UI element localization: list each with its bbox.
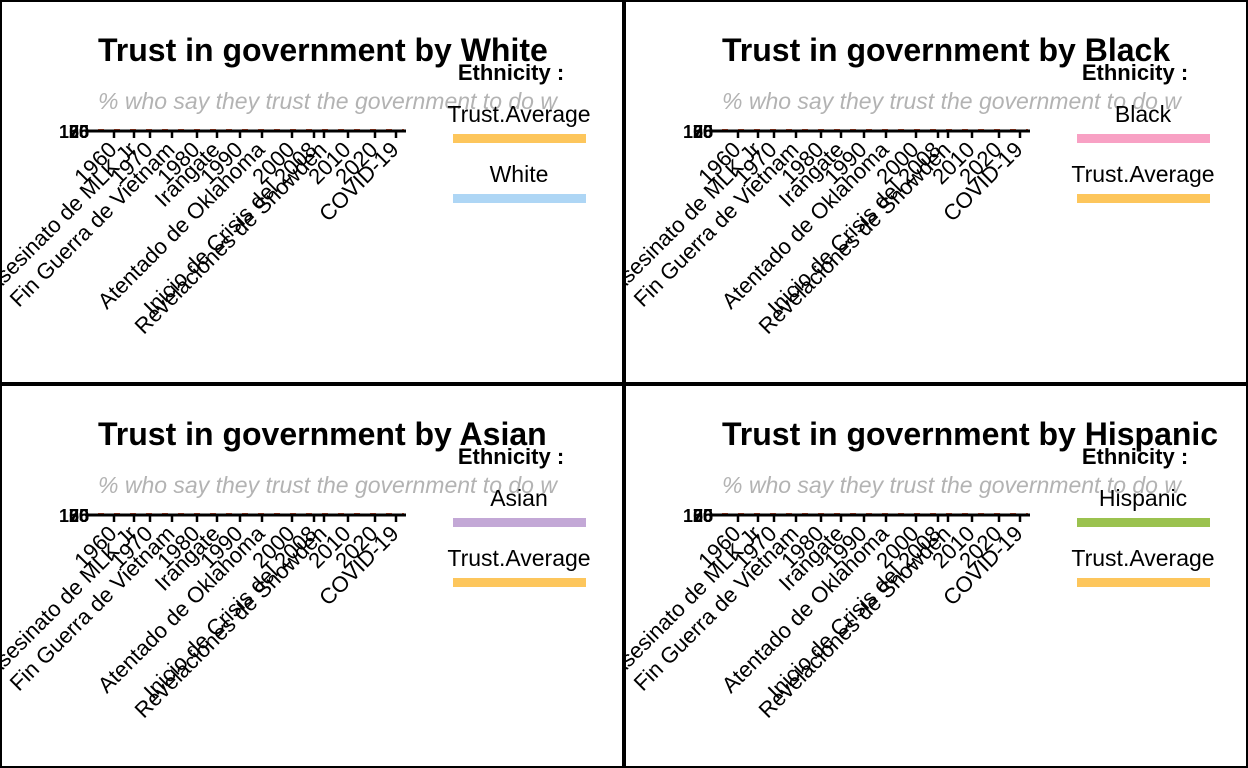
chart-panel: Trust in government by Asian % who say th… [0,384,624,768]
chart-panel: Trust in government by Hispanic % who say… [624,384,1248,768]
legend-swatch [453,134,586,143]
legend-swatch [1077,518,1210,527]
y-tick-label: 0 [79,506,89,526]
y-tick-label: 75 [693,506,713,526]
legend-label: Hispanic [1099,485,1187,511]
legend-label: Asian [490,485,548,511]
y-tick-label: 25 [69,506,89,526]
y-tick-label: 75 [69,506,89,526]
legend-label: Trust.Average [1071,161,1214,187]
legend-title: Ethnicity : [458,60,564,85]
y-tick-label: 25 [693,122,713,142]
y-tick-label: 100 [59,506,89,526]
legend-label: Trust.Average [1071,545,1214,571]
chart-svg: Trust in government by Black % who say th… [626,32,1215,339]
y-tick-label: 100 [683,122,713,142]
legend-swatch [453,194,586,203]
y-tick-label: 50 [69,506,89,526]
chart-panel: Trust in government by Black % who say th… [624,0,1248,384]
chart-title: Trust in government by White [98,32,548,68]
legend-swatch [1077,578,1210,587]
chart-svg: Trust in government by Asian % who say th… [2,416,591,723]
y-tick-label: 0 [703,506,713,526]
y-tick-label: 0 [79,122,89,142]
legend-title: Ethnicity : [458,444,564,469]
legend-label: White [490,161,549,187]
chart-svg: Trust in government by Hispanic % who say… [626,416,1218,723]
chart-subtitle: % who say they trust the government to d… [722,472,1182,498]
y-tick-label: 0 [703,122,713,142]
y-tick-label: 50 [693,122,713,142]
legend-label: Trust.Average [447,545,590,571]
chart-panel: Trust in government by White % who say th… [0,0,624,384]
chart-subtitle: % who say they trust the government to d… [98,472,558,498]
chart-title: Trust in government by Hispanic [722,416,1218,452]
chart-subtitle: % who say they trust the government to d… [98,88,558,114]
y-tick-label: 25 [693,506,713,526]
chart-title: Trust in government by Asian [98,416,547,452]
y-tick-label: 50 [693,506,713,526]
chart-subtitle: % who say they trust the government to d… [722,88,1182,114]
legend-label: Trust.Average [447,101,590,127]
chart-title: Trust in government by Black [722,32,1170,68]
legend-swatch [453,518,586,527]
legend-swatch [1077,134,1210,143]
legend-swatch [453,578,586,587]
legend-label: Black [1115,101,1172,127]
y-tick-label: 100 [683,506,713,526]
legend-title: Ethnicity : [1082,60,1188,85]
y-tick-label: 75 [69,122,89,142]
chart-svg: Trust in government by White % who say th… [2,32,591,339]
y-tick-label: 100 [59,122,89,142]
y-tick-label: 75 [693,122,713,142]
y-tick-label: 50 [69,122,89,142]
y-tick-label: 25 [69,122,89,142]
legend-swatch [1077,194,1210,203]
legend-title: Ethnicity : [1082,444,1188,469]
